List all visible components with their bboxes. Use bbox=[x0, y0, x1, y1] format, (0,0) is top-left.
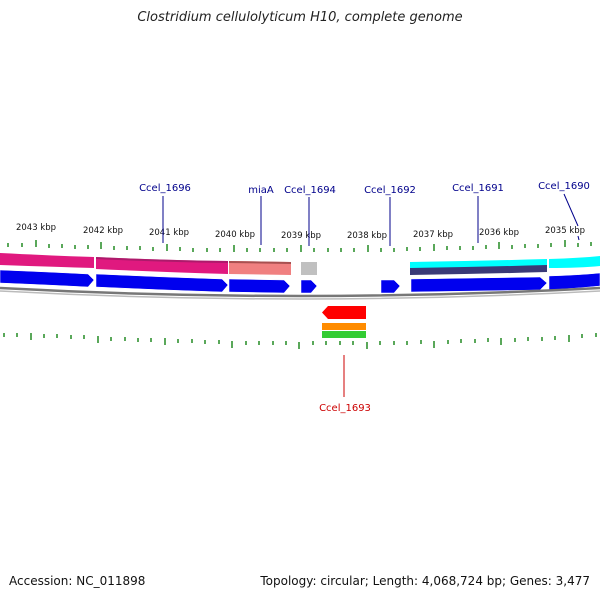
feature-navy[interactable] bbox=[410, 265, 547, 275]
gene-label-ccel-1694[interactable]: Ccel_1694 bbox=[284, 185, 336, 196]
kbp-label: 2042 kbp bbox=[83, 226, 123, 236]
feature-cyan[interactable] bbox=[410, 259, 547, 268]
feature-salmon[interactable] bbox=[229, 261, 291, 275]
genome-summary-text: Topology: circular; Length: 4,068,724 bp… bbox=[260, 574, 590, 588]
kbp-label: 2038 kbp bbox=[347, 231, 387, 241]
feature-green[interactable] bbox=[322, 331, 366, 338]
kbp-label: 2037 kbp bbox=[413, 230, 453, 240]
gene-arrow[interactable] bbox=[410, 276, 548, 293]
feature-orange[interactable] bbox=[322, 323, 366, 330]
feature-edge bbox=[96, 257, 228, 263]
gene-arrow[interactable] bbox=[95, 273, 229, 293]
gene-label-ccel-1690[interactable]: Ccel_1690 bbox=[538, 181, 590, 192]
kbp-label: 2039 kbp bbox=[281, 231, 321, 241]
gene-label-ccel-1693[interactable]: Ccel_1693 bbox=[319, 403, 371, 414]
gene-arrow-ccel-1693[interactable] bbox=[322, 306, 366, 319]
gene-label-miaa[interactable]: miaA bbox=[248, 185, 274, 196]
gene-arrow[interactable] bbox=[228, 278, 291, 294]
gene-arrow[interactable] bbox=[300, 279, 318, 294]
kbp-label: 2035 kbp bbox=[545, 226, 585, 236]
kbp-label: 2040 kbp bbox=[215, 230, 255, 240]
feature-magenta[interactable] bbox=[0, 253, 94, 268]
gene-label-ccel-1696[interactable]: Ccel_1696 bbox=[139, 183, 191, 194]
gene-leader-lines bbox=[162, 193, 580, 246]
genome-backbone bbox=[0, 286, 600, 298]
feature-cyan[interactable] bbox=[549, 256, 600, 268]
feature-edge bbox=[229, 261, 291, 264]
kbp-label: 2041 kbp bbox=[149, 228, 189, 238]
gene-arrow[interactable] bbox=[0, 269, 95, 288]
genome-backbone-shadow bbox=[0, 290, 600, 300]
feature-grey[interactable] bbox=[301, 262, 317, 275]
forward-strand-genes bbox=[0, 269, 600, 294]
kbp-label: 2043 kbp bbox=[16, 223, 56, 233]
outer-tick-ring bbox=[7, 240, 592, 252]
kbp-label: 2036 kbp bbox=[479, 228, 519, 238]
diagram-title: Clostridium cellulolyticum H10, complete… bbox=[137, 10, 463, 25]
cog-feature-band bbox=[0, 253, 600, 275]
accession-text: Accession: NC_011898 bbox=[9, 574, 146, 588]
gene-label-ccel-1691[interactable]: Ccel_1691 bbox=[452, 183, 504, 194]
gene-label-ccel-1692[interactable]: Ccel_1692 bbox=[364, 185, 416, 196]
inner-tick-ring bbox=[3, 333, 597, 349]
gene-arrow[interactable] bbox=[380, 279, 401, 294]
